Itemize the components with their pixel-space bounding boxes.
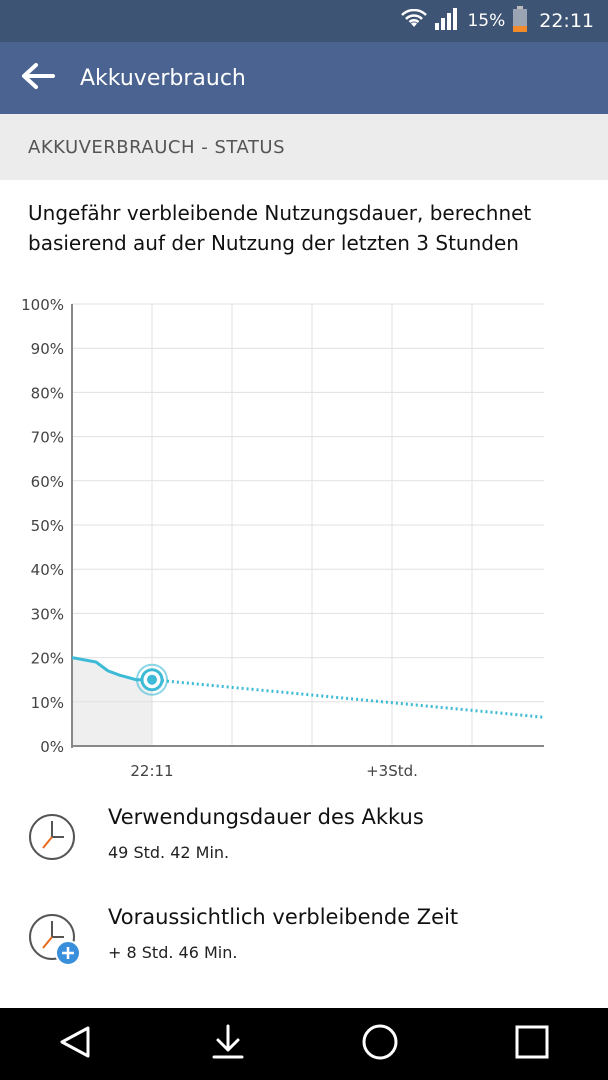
- y-tick-label: 90%: [31, 340, 64, 358]
- current-marker: [147, 674, 157, 685]
- nav-home-button[interactable]: [340, 1008, 420, 1080]
- page-title: Akkuverbrauch: [80, 65, 246, 91]
- battery-icon: [513, 6, 528, 36]
- back-icon: [58, 1024, 94, 1064]
- clock-icon: [28, 813, 80, 865]
- back-button[interactable]: [0, 42, 76, 114]
- nav-recents-button[interactable]: [492, 1008, 572, 1080]
- y-tick-label: 60%: [31, 473, 64, 491]
- section-header: AKKUVERBRAUCH - STATUS: [0, 114, 608, 180]
- item-value: 49 Std. 42 Min.: [108, 843, 230, 862]
- item-value: + 8 Std. 46 Min.: [108, 943, 238, 962]
- forecast-line: [151, 678, 545, 719]
- y-tick-label: 70%: [31, 429, 64, 447]
- recents-icon: [514, 1024, 550, 1064]
- battery-percent: 15%: [467, 11, 506, 31]
- y-tick-label: 30%: [31, 605, 64, 623]
- status-bar: 15% 22:11: [0, 0, 608, 42]
- y-tick-label: 100%: [21, 296, 64, 314]
- y-tick-label: 0%: [40, 738, 64, 756]
- app-bar: Akkuverbrauch: [0, 42, 608, 114]
- y-tick-label: 10%: [31, 694, 64, 712]
- x-tick-label: 22:11: [130, 762, 173, 780]
- list-item-battery-usage-duration[interactable]: Verwendungsdauer des Akkus 49 Std. 42 Mi…: [0, 805, 608, 905]
- item-title: Voraussichtlich verbleibende Zeit: [108, 905, 459, 929]
- chart-description: Ungefähr verbleibende Nutzungsdauer, ber…: [28, 201, 532, 255]
- current-marker-halo: [136, 663, 168, 696]
- y-tick-label: 50%: [31, 517, 64, 535]
- arrow-back-icon: [21, 62, 55, 94]
- nav-back-button[interactable]: [36, 1008, 116, 1080]
- y-tick-label: 40%: [31, 561, 64, 579]
- navigation-bar: [0, 1008, 608, 1080]
- wifi-icon: [401, 8, 428, 33]
- list-item-remaining-time[interactable]: Voraussichtlich verbleibende Zeit + 8 St…: [0, 905, 608, 1005]
- item-title: Verwendungsdauer des Akkus: [108, 805, 424, 829]
- y-tick-label: 20%: [31, 650, 64, 668]
- nav-download-button[interactable]: [188, 1008, 268, 1080]
- clock-plus-icon: [28, 913, 81, 966]
- y-tick-label: 80%: [31, 384, 64, 402]
- signal-icon: [435, 8, 459, 34]
- home-icon: [361, 1023, 399, 1065]
- battery-usage-chart: 0% 10% 20% 30% 40% 50% 60% 70% 80% 90% 100% 22:11 +3…: [21, 296, 545, 780]
- download-icon: [210, 1024, 246, 1064]
- history-line: [71, 656, 152, 682]
- x-tick-label: +3Std.: [366, 762, 418, 780]
- clock-time: 22:11: [539, 10, 594, 32]
